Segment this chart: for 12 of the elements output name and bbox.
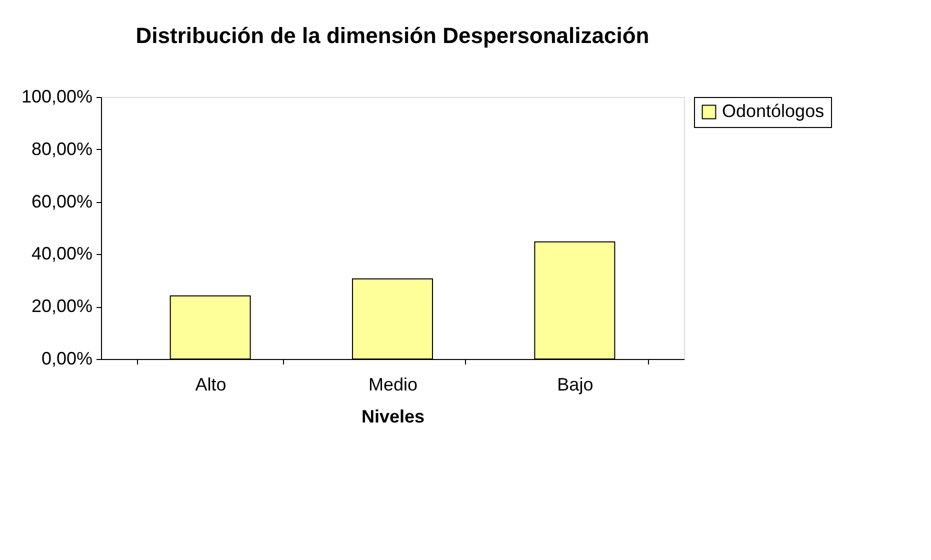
x-tick-label: Alto (195, 374, 226, 394)
y-tick-label: 0,00% (41, 348, 92, 368)
y-tick-label: 20,00% (31, 296, 92, 316)
chart-title: Distribución de la dimensión Despersonalización (136, 23, 650, 48)
legend-label: Odontólogos (722, 101, 824, 121)
x-tick-label: Bajo (557, 374, 594, 394)
y-tick-label: 100,00% (21, 86, 92, 106)
y-tick-label: 60,00% (31, 191, 92, 212)
x-axis-title: Niveles (361, 406, 425, 426)
x-tick-label: Medio (368, 374, 418, 394)
y-tick-label: 80,00% (31, 138, 92, 159)
y-tick-label: 40,00% (31, 244, 92, 264)
